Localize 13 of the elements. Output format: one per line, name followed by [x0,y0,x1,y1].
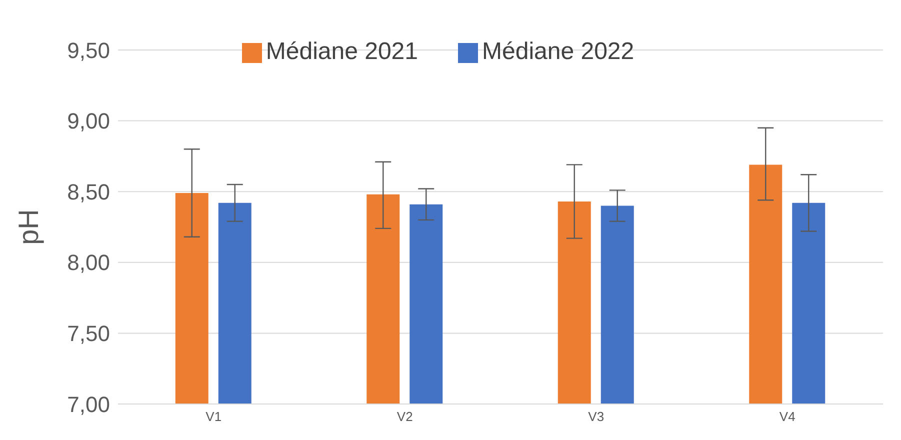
y-tick-label: 9,00 [67,108,110,134]
y-tick-label: 9,50 [67,38,110,63]
legend-label: Médiane 2022 [482,38,634,65]
y-tick-label: 7,50 [67,321,110,346]
y-tick-label: 7,00 [67,392,110,417]
x-tick-label: V1 [206,409,222,424]
x-tick-label: V2 [396,409,413,424]
y-axis-title: pH [12,209,44,245]
y-tick-label: 8,00 [67,250,110,276]
legend-label: Médiane 2021 [266,38,418,65]
x-tick-label: V4 [779,409,796,424]
y-tick-label: 8,50 [67,179,110,204]
x-tick-label: V3 [588,409,604,424]
